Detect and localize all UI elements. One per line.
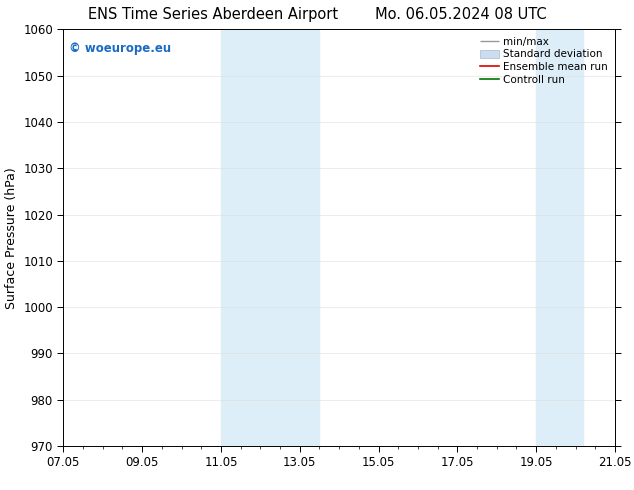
Y-axis label: Surface Pressure (hPa): Surface Pressure (hPa) bbox=[4, 167, 18, 309]
Bar bbox=[221, 29, 320, 446]
Text: ENS Time Series Aberdeen Airport        Mo. 06.05.2024 08 UTC: ENS Time Series Aberdeen Airport Mo. 06.… bbox=[87, 7, 547, 23]
Bar bbox=[536, 29, 583, 446]
Text: © woeurope.eu: © woeurope.eu bbox=[69, 42, 171, 55]
Legend: min/max, Standard deviation, Ensemble mean run, Controll run: min/max, Standard deviation, Ensemble me… bbox=[478, 35, 610, 87]
